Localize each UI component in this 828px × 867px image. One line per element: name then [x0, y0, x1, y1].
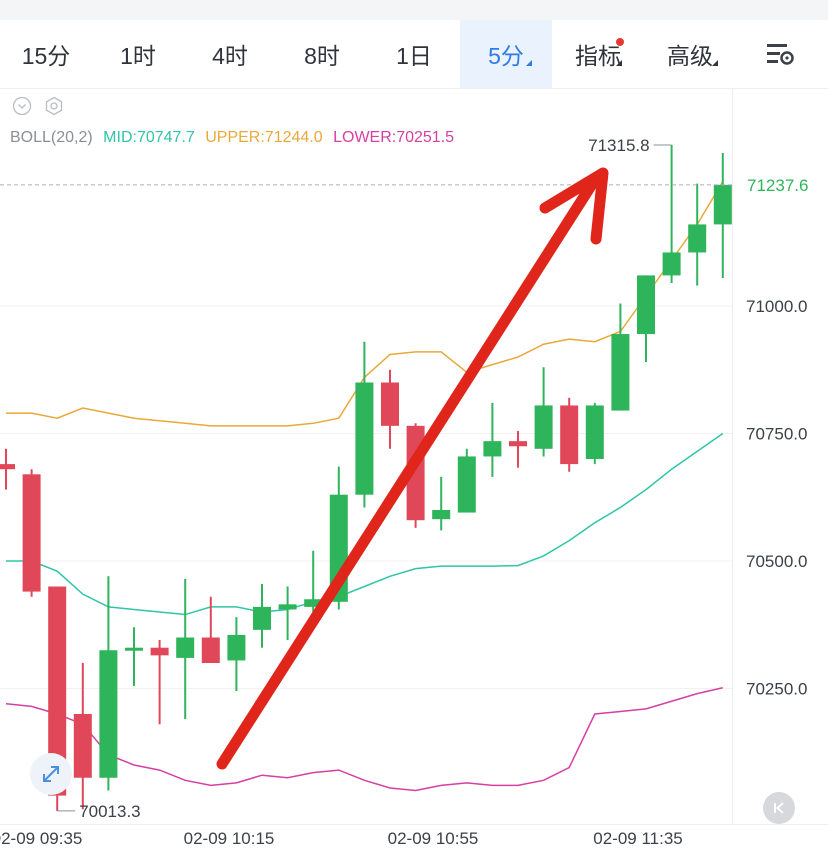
trend-arrow-shaft: [216, 172, 602, 770]
chart-settings-button[interactable]: [732, 20, 828, 88]
notification-dot: [616, 38, 624, 46]
low-price-label: 70013.3: [79, 802, 140, 821]
tab-8hour[interactable]: 8时: [304, 43, 340, 69]
x-tick-label: 02-09 11:35: [593, 829, 682, 848]
high-price-label: 71315.8: [588, 136, 649, 155]
candle-body-up: [304, 599, 323, 607]
interval-tab-bar: 15分 1时 4时 8时 1日 5分 指标 高级: [0, 20, 828, 89]
candle-body-up: [637, 275, 655, 335]
candle-body-up: [176, 637, 195, 658]
candle-body-down: [201, 637, 220, 663]
candle-body-up: [253, 606, 271, 630]
time-axis-divider: [0, 824, 828, 825]
candle-body-down: [0, 464, 15, 470]
gear-icon[interactable]: [44, 96, 64, 116]
x-tick-label: 02-09 09:35: [0, 829, 82, 848]
tab-1hour[interactable]: 1时: [120, 43, 156, 69]
candle-body-down: [560, 405, 579, 465]
candle-body-down: [509, 441, 527, 447]
candlestick-chart[interactable]: 71237.6 71000.0 70750.0 70500.0 70250.0 71315…: [0, 89, 828, 867]
candle-body-up: [611, 334, 630, 411]
price-axis-divider: [732, 89, 733, 824]
boll-lower-label: LOWER:70251.5: [333, 129, 455, 146]
y-tick-label: 70750.0: [746, 425, 807, 444]
tab-4hour[interactable]: 4时: [212, 43, 248, 69]
x-tick-label: 02-09 10:55: [388, 829, 479, 848]
candle-body-up: [534, 405, 553, 449]
candle-body-down: [381, 382, 399, 426]
expand-arrows-icon: [43, 766, 59, 782]
boll-mid-label: MID:70747.7: [103, 129, 195, 146]
tab-advanced-label: 高级: [667, 43, 713, 69]
tab-indicators[interactable]: 指标: [552, 20, 644, 88]
candle-body-down: [73, 714, 92, 778]
candle-body-up: [585, 405, 604, 459]
dropdown-corner-icon: [526, 60, 532, 66]
tab-1day[interactable]: 1日: [396, 43, 432, 69]
trend-arrow-head: [539, 167, 609, 245]
candle-body-up: [457, 456, 476, 513]
last-price-label: 71237.6: [747, 176, 808, 195]
boll-mid-line: [6, 432, 724, 616]
candle-body-up: [99, 650, 118, 778]
tab-5min[interactable]: 5分: [460, 20, 552, 88]
jump-to-latest-icon: [774, 802, 784, 814]
candle-body-down: [150, 647, 169, 656]
dropdown-corner-icon: [712, 60, 718, 66]
candle-body-up: [662, 252, 681, 276]
candle-body-up: [125, 647, 143, 651]
candle-body-up: [713, 184, 732, 225]
tab-5min-label: 5分: [488, 43, 524, 69]
tab-15min[interactable]: 15分: [21, 43, 71, 69]
boll-lower-line: [5, 687, 723, 792]
crosshair-button[interactable]: [30, 753, 72, 795]
boll-upper-label: UPPER:71244.0: [205, 129, 323, 146]
y-tick-label: 70250.0: [746, 680, 807, 699]
status-strip: [0, 0, 828, 20]
dropdown-corner-icon: [616, 60, 622, 66]
candle-body-up: [278, 604, 297, 610]
x-tick-label: 02-09 10:15: [184, 829, 275, 848]
tab-advanced[interactable]: 高级: [644, 20, 736, 88]
boll-indicator-name: BOLL(20,2): [10, 129, 93, 146]
chevron-down-circle-icon[interactable]: [12, 96, 32, 116]
jump-to-latest-button[interactable]: [763, 792, 795, 824]
boll-legend: BOLL(20,2) MID:70747.7 UPPER:71244.0 LOW…: [10, 129, 460, 147]
candle-body-up: [483, 441, 502, 457]
candle-body-down: [48, 586, 67, 796]
trend-arrow-annotation: [216, 167, 609, 770]
tab-indicators-label: 指标: [575, 43, 621, 69]
candle-body-up: [227, 634, 246, 661]
candle-body-up: [688, 224, 707, 253]
chart-settings-icon: [767, 44, 794, 65]
y-tick-label: 70500.0: [746, 552, 807, 571]
candle-body-up: [432, 510, 451, 520]
y-tick-label: 71000.0: [746, 297, 807, 316]
candle-body-down: [22, 474, 41, 592]
candle-body-up: [355, 382, 374, 495]
